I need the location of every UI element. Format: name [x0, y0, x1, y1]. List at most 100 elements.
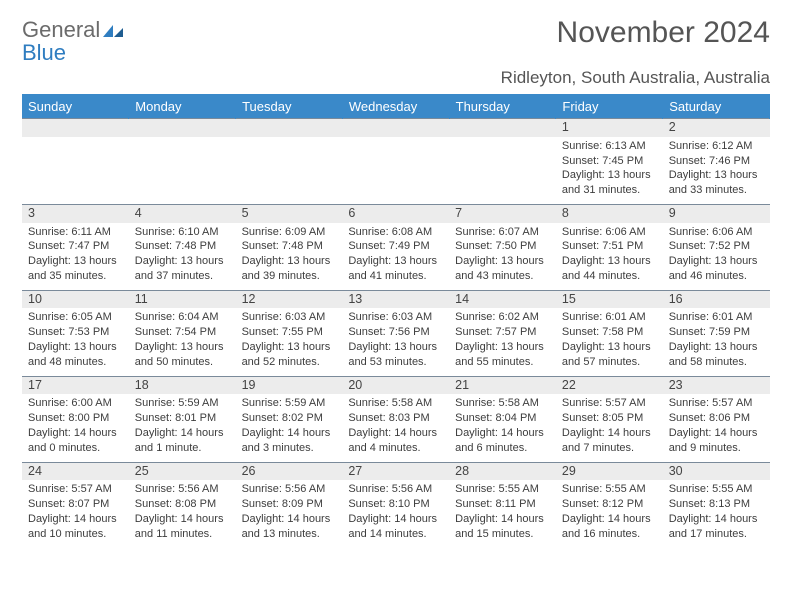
sunrise-text: Sunrise: 5:55 AM — [562, 482, 657, 497]
weekday-header: Sunday — [22, 94, 129, 119]
daylight-text: Daylight: 13 hours and 48 minutes. — [28, 340, 123, 370]
daylight-text: Daylight: 13 hours and 39 minutes. — [242, 254, 337, 284]
sunset-text: Sunset: 8:00 PM — [28, 411, 123, 426]
date-cell: 23 — [663, 376, 770, 394]
brand-logo: General Blue — [22, 18, 125, 64]
detail-cell: Sunrise: 5:56 AMSunset: 8:09 PMDaylight:… — [236, 480, 343, 547]
sunset-text: Sunset: 7:58 PM — [562, 325, 657, 340]
date-cell — [449, 119, 556, 137]
weekday-header: Saturday — [663, 94, 770, 119]
sunset-text: Sunset: 7:51 PM — [562, 239, 657, 254]
sunset-text: Sunset: 7:54 PM — [135, 325, 230, 340]
detail-cell: Sunrise: 6:04 AMSunset: 7:54 PMDaylight:… — [129, 308, 236, 376]
sunset-text: Sunset: 8:06 PM — [669, 411, 764, 426]
daylight-text: Daylight: 14 hours and 6 minutes. — [455, 426, 550, 456]
daylight-text: Daylight: 13 hours and 58 minutes. — [669, 340, 764, 370]
location-text: Ridleyton, South Australia, Australia — [22, 68, 770, 88]
sunset-text: Sunset: 7:47 PM — [28, 239, 123, 254]
sunset-text: Sunset: 7:46 PM — [669, 154, 764, 169]
sunrise-text: Sunrise: 5:56 AM — [135, 482, 230, 497]
sunset-text: Sunset: 8:11 PM — [455, 497, 550, 512]
daylight-text: Daylight: 13 hours and 55 minutes. — [455, 340, 550, 370]
detail-cell: Sunrise: 6:00 AMSunset: 8:00 PMDaylight:… — [22, 394, 129, 462]
detail-cell: Sunrise: 6:12 AMSunset: 7:46 PMDaylight:… — [663, 137, 770, 205]
page-title: November 2024 — [557, 16, 770, 50]
sunrise-text: Sunrise: 6:04 AM — [135, 310, 230, 325]
date-cell: 18 — [129, 376, 236, 394]
date-cell: 6 — [342, 205, 449, 223]
weekday-header: Tuesday — [236, 94, 343, 119]
date-cell — [236, 119, 343, 137]
sunrise-text: Sunrise: 6:03 AM — [242, 310, 337, 325]
date-cell: 22 — [556, 376, 663, 394]
title-block: November 2024 — [557, 18, 770, 50]
detail-cell: Sunrise: 5:57 AMSunset: 8:07 PMDaylight:… — [22, 480, 129, 547]
date-band-row: 12 — [22, 119, 770, 137]
detail-cell — [236, 137, 343, 205]
daylight-text: Daylight: 13 hours and 44 minutes. — [562, 254, 657, 284]
sunrise-text: Sunrise: 6:05 AM — [28, 310, 123, 325]
date-cell: 14 — [449, 290, 556, 308]
date-cell: 5 — [236, 205, 343, 223]
date-cell: 8 — [556, 205, 663, 223]
detail-cell: Sunrise: 6:07 AMSunset: 7:50 PMDaylight:… — [449, 223, 556, 291]
sunset-text: Sunset: 8:02 PM — [242, 411, 337, 426]
sunrise-text: Sunrise: 5:59 AM — [242, 396, 337, 411]
date-cell: 2 — [663, 119, 770, 137]
detail-cell: Sunrise: 6:05 AMSunset: 7:53 PMDaylight:… — [22, 308, 129, 376]
sunset-text: Sunset: 8:08 PM — [135, 497, 230, 512]
sunset-text: Sunset: 7:52 PM — [669, 239, 764, 254]
date-band-row: 10111213141516 — [22, 290, 770, 308]
detail-cell — [449, 137, 556, 205]
sunset-text: Sunset: 7:56 PM — [348, 325, 443, 340]
calendar-table: Sunday Monday Tuesday Wednesday Thursday… — [22, 94, 770, 547]
brand-sail-icon — [103, 20, 125, 43]
daylight-text: Daylight: 14 hours and 13 minutes. — [242, 512, 337, 542]
header: General Blue November 2024 — [22, 18, 770, 64]
date-cell: 11 — [129, 290, 236, 308]
detail-cell: Sunrise: 6:03 AMSunset: 7:56 PMDaylight:… — [342, 308, 449, 376]
detail-cell: Sunrise: 5:59 AMSunset: 8:02 PMDaylight:… — [236, 394, 343, 462]
detail-cell: Sunrise: 5:58 AMSunset: 8:03 PMDaylight:… — [342, 394, 449, 462]
brand-word-a: General — [22, 18, 100, 41]
sunrise-text: Sunrise: 6:06 AM — [562, 225, 657, 240]
daylight-text: Daylight: 13 hours and 31 minutes. — [562, 168, 657, 198]
weekday-header: Thursday — [449, 94, 556, 119]
sunrise-text: Sunrise: 5:58 AM — [348, 396, 443, 411]
daylight-text: Daylight: 13 hours and 35 minutes. — [28, 254, 123, 284]
date-cell — [342, 119, 449, 137]
weekday-header: Friday — [556, 94, 663, 119]
sunset-text: Sunset: 8:04 PM — [455, 411, 550, 426]
detail-cell — [22, 137, 129, 205]
sunrise-text: Sunrise: 5:59 AM — [135, 396, 230, 411]
sunrise-text: Sunrise: 6:06 AM — [669, 225, 764, 240]
sunrise-text: Sunrise: 6:00 AM — [28, 396, 123, 411]
date-cell: 30 — [663, 462, 770, 480]
sunrise-text: Sunrise: 5:55 AM — [669, 482, 764, 497]
date-band-row: 17181920212223 — [22, 376, 770, 394]
daylight-text: Daylight: 13 hours and 41 minutes. — [348, 254, 443, 284]
sunset-text: Sunset: 7:45 PM — [562, 154, 657, 169]
date-cell: 25 — [129, 462, 236, 480]
sunrise-text: Sunrise: 6:02 AM — [455, 310, 550, 325]
sunset-text: Sunset: 7:48 PM — [242, 239, 337, 254]
detail-cell: Sunrise: 6:09 AMSunset: 7:48 PMDaylight:… — [236, 223, 343, 291]
date-cell: 7 — [449, 205, 556, 223]
date-cell: 4 — [129, 205, 236, 223]
detail-row: Sunrise: 6:05 AMSunset: 7:53 PMDaylight:… — [22, 308, 770, 376]
sunrise-text: Sunrise: 5:57 AM — [669, 396, 764, 411]
detail-cell: Sunrise: 5:58 AMSunset: 8:04 PMDaylight:… — [449, 394, 556, 462]
date-cell — [129, 119, 236, 137]
detail-cell: Sunrise: 6:01 AMSunset: 7:59 PMDaylight:… — [663, 308, 770, 376]
detail-cell: Sunrise: 6:03 AMSunset: 7:55 PMDaylight:… — [236, 308, 343, 376]
sunrise-text: Sunrise: 5:58 AM — [455, 396, 550, 411]
detail-cell: Sunrise: 6:08 AMSunset: 7:49 PMDaylight:… — [342, 223, 449, 291]
daylight-text: Daylight: 14 hours and 0 minutes. — [28, 426, 123, 456]
date-cell: 27 — [342, 462, 449, 480]
daylight-text: Daylight: 13 hours and 37 minutes. — [135, 254, 230, 284]
daylight-text: Daylight: 14 hours and 9 minutes. — [669, 426, 764, 456]
date-cell: 28 — [449, 462, 556, 480]
date-cell — [22, 119, 129, 137]
detail-cell: Sunrise: 5:55 AMSunset: 8:11 PMDaylight:… — [449, 480, 556, 547]
date-cell: 10 — [22, 290, 129, 308]
